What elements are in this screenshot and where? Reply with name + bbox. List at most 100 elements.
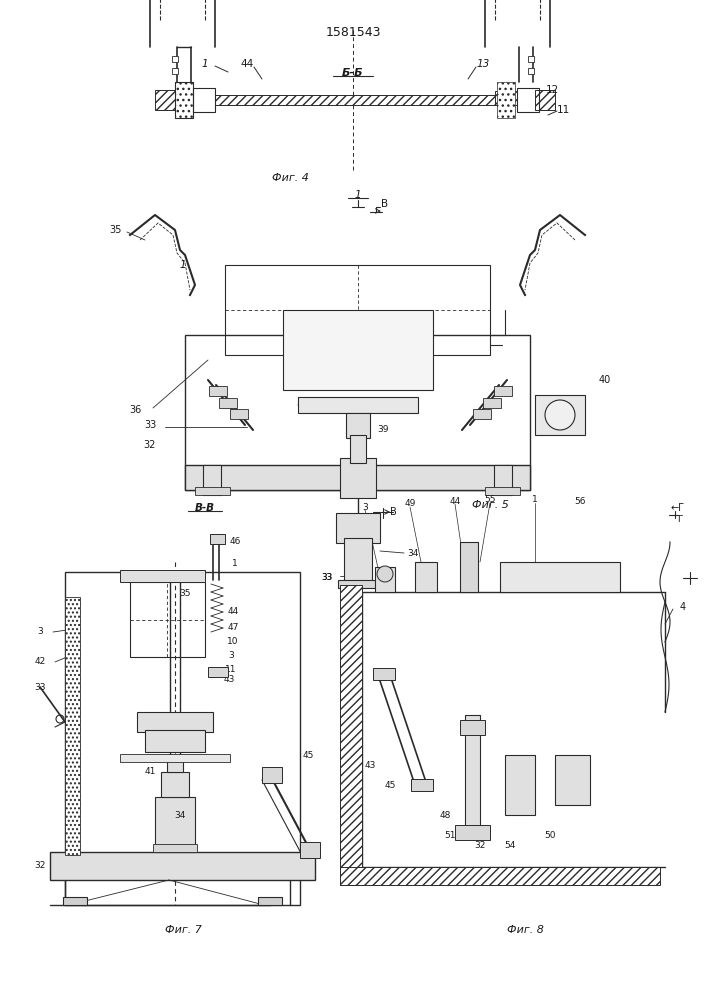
Bar: [460, 542, 478, 592]
Text: 45: 45: [303, 750, 314, 760]
Bar: [485, 487, 520, 495]
Text: 43: 43: [364, 760, 375, 770]
Bar: [175, 82, 193, 118]
Bar: [153, 844, 197, 852]
Text: 41: 41: [144, 768, 156, 776]
Text: 11: 11: [226, 664, 237, 674]
Text: 13: 13: [477, 59, 490, 69]
Text: 36: 36: [129, 405, 141, 415]
Text: 38: 38: [417, 348, 428, 357]
Bar: [155, 797, 195, 852]
Text: 1: 1: [532, 495, 538, 504]
Text: 33: 33: [322, 572, 332, 582]
Bar: [535, 395, 585, 435]
Bar: [65, 572, 300, 905]
Text: 49: 49: [404, 499, 416, 508]
Text: 12: 12: [545, 85, 559, 95]
Text: 3: 3: [362, 504, 368, 512]
Text: 46: 46: [229, 538, 240, 546]
Bar: [340, 458, 376, 498]
Text: 3: 3: [37, 628, 43, 637]
Bar: [185, 335, 530, 490]
Text: 51: 51: [444, 830, 456, 840]
Text: 1: 1: [232, 560, 238, 568]
Text: 32: 32: [35, 860, 46, 869]
Text: Фиг. 7: Фиг. 7: [165, 925, 201, 935]
Text: Фиг. 8: Фиг. 8: [506, 925, 544, 935]
Bar: [283, 310, 433, 390]
Text: 41: 41: [320, 373, 332, 382]
Text: 34: 34: [407, 548, 419, 558]
Text: 3: 3: [228, 650, 234, 660]
Text: 56: 56: [574, 497, 586, 506]
Bar: [120, 570, 205, 582]
Bar: [210, 534, 225, 544]
Bar: [161, 772, 189, 797]
Bar: [193, 88, 215, 112]
Text: 4: 4: [680, 602, 686, 612]
Bar: [411, 779, 433, 791]
Bar: [472, 409, 491, 419]
Text: 44: 44: [228, 607, 239, 616]
Bar: [455, 825, 490, 840]
Bar: [460, 720, 485, 735]
Bar: [346, 413, 370, 438]
Bar: [195, 487, 230, 495]
Bar: [494, 465, 512, 495]
Text: 39: 39: [378, 426, 389, 434]
Bar: [493, 386, 511, 396]
Text: 45: 45: [385, 780, 396, 790]
Text: 34: 34: [175, 810, 186, 820]
Text: B: B: [390, 507, 397, 517]
Text: В-В: В-В: [195, 503, 215, 513]
Bar: [495, 91, 517, 105]
Bar: [375, 567, 395, 592]
Bar: [497, 82, 515, 118]
Bar: [137, 712, 213, 732]
Text: 1: 1: [201, 59, 209, 69]
Text: 48: 48: [439, 810, 450, 820]
Bar: [528, 56, 534, 62]
Bar: [336, 513, 380, 543]
Bar: [172, 68, 178, 74]
Text: 42: 42: [35, 658, 46, 666]
Bar: [225, 265, 490, 355]
Bar: [219, 397, 237, 408]
Text: 32: 32: [144, 440, 156, 450]
Text: Г: Г: [677, 516, 683, 524]
Bar: [258, 897, 282, 905]
Text: 11: 11: [556, 105, 570, 115]
Bar: [215, 95, 495, 105]
Text: 1: 1: [180, 260, 187, 270]
Bar: [65, 597, 80, 855]
Bar: [340, 585, 362, 885]
Bar: [555, 755, 590, 805]
Bar: [373, 668, 395, 680]
Bar: [500, 562, 620, 592]
Bar: [130, 582, 205, 657]
Text: 35: 35: [109, 225, 121, 235]
Bar: [185, 465, 530, 490]
Text: B: B: [382, 199, 389, 209]
Text: 33: 33: [144, 420, 156, 430]
Text: 55: 55: [484, 495, 496, 504]
Text: 1581543: 1581543: [325, 25, 381, 38]
Bar: [208, 667, 228, 677]
Bar: [262, 767, 282, 783]
Bar: [465, 715, 480, 835]
Bar: [350, 435, 366, 463]
Bar: [528, 68, 534, 74]
Bar: [230, 409, 247, 419]
Text: 43: 43: [223, 674, 235, 684]
Bar: [120, 754, 230, 762]
Text: 50: 50: [544, 830, 556, 840]
Text: Фиг. 4: Фиг. 4: [271, 173, 308, 183]
Text: 37: 37: [410, 373, 422, 382]
Text: 40: 40: [599, 375, 611, 385]
Bar: [298, 397, 418, 413]
Circle shape: [545, 400, 575, 430]
Text: Б-Б: Б-Б: [342, 68, 364, 78]
Circle shape: [377, 566, 393, 582]
Text: 32: 32: [474, 840, 486, 850]
Bar: [155, 90, 175, 110]
